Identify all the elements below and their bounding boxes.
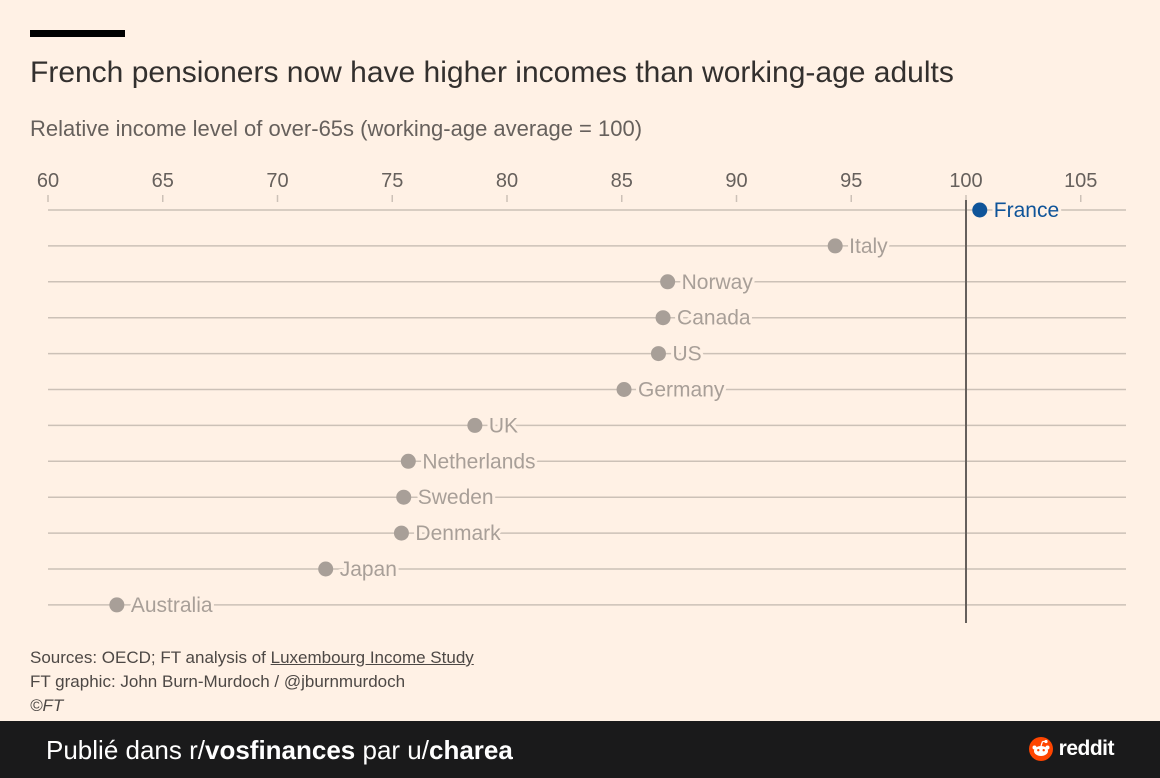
x-tick-label: 100	[949, 170, 982, 192]
point-label: Sweden	[418, 486, 494, 509]
x-tick-label: 70	[266, 170, 288, 192]
sources-block: Sources: OECD; FT analysis of Luxembourg…	[30, 646, 474, 718]
data-point	[827, 238, 843, 254]
data-point	[972, 202, 988, 218]
data-point	[109, 597, 125, 613]
point-label: Germany	[638, 379, 725, 402]
lis-link[interactable]: Luxembourg Income Study	[270, 648, 474, 667]
chart-subtitle: Relative income level of over-65s (worki…	[30, 116, 643, 141]
data-point	[467, 417, 483, 433]
published-in: Publié dans r/vosfinances par u/charea	[46, 735, 513, 766]
sources-line: Sources: OECD; FT analysis of Luxembourg…	[30, 646, 474, 670]
by-label: par u/	[355, 735, 430, 765]
x-tick-label: 75	[381, 170, 403, 192]
data-point	[655, 310, 671, 326]
ft-header-bar	[30, 30, 125, 37]
reddit-footer: Publié dans r/vosfinances par u/charea r…	[0, 721, 1160, 778]
point-label: Norway	[682, 271, 754, 294]
published-label: Publié dans r/	[46, 735, 205, 765]
x-tick-label: 65	[152, 170, 174, 192]
data-point	[650, 346, 666, 362]
data-point	[616, 382, 632, 397]
data-point	[400, 453, 416, 469]
reddit-logo[interactable]: reddit	[1028, 737, 1115, 761]
x-tick-label: 80	[496, 170, 518, 192]
point-label: US	[672, 343, 701, 366]
point-label: Australia	[131, 594, 213, 617]
chart-title: French pensioners now have higher income…	[30, 56, 954, 89]
subreddit-link[interactable]: vosfinances	[204, 735, 356, 765]
x-tick-label: 105	[1064, 170, 1097, 192]
data-point	[396, 489, 412, 505]
x-tick-label: 85	[611, 170, 633, 192]
x-tick-label: 60	[37, 170, 59, 192]
point-label: Japan	[340, 558, 397, 581]
copyright: ©FT	[30, 696, 64, 715]
reddit-icon	[1028, 737, 1053, 761]
point-label: Denmark	[415, 522, 501, 545]
point-label: Netherlands	[422, 450, 535, 473]
point-label: Canada	[677, 307, 751, 330]
graphic-credit: FT graphic: John Burn-Murdoch / @jburnmu…	[30, 672, 406, 691]
user-link[interactable]: charea	[429, 735, 513, 765]
data-point	[393, 525, 409, 541]
reddit-wordmark: reddit	[1058, 737, 1115, 760]
data-point	[660, 274, 676, 290]
sources-prefix: Sources: OECD; FT analysis of	[30, 648, 271, 667]
x-tick-label: 90	[725, 170, 747, 192]
data-point	[318, 561, 334, 577]
x-tick-label: 95	[840, 170, 862, 192]
point-label: UK	[489, 414, 518, 437]
point-label: Italy	[849, 235, 888, 258]
point-label: France	[994, 199, 1059, 222]
